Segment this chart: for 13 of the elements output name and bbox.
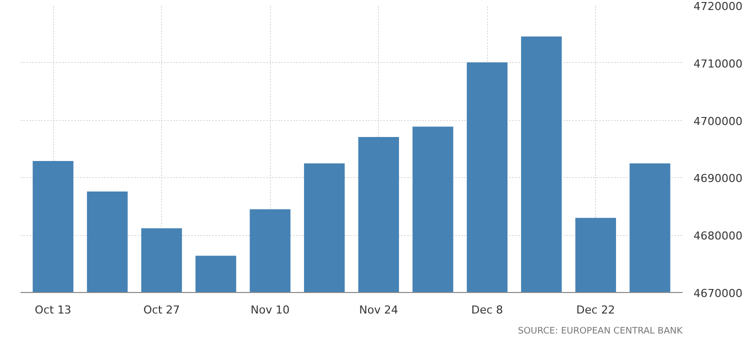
y-tick-label: 4680000 xyxy=(694,230,742,243)
y-tick-label: 4700000 xyxy=(694,114,742,128)
y-tick-label: 4690000 xyxy=(694,172,742,186)
x-tick-label: Dec 22 xyxy=(576,304,616,316)
x-tick-label: Nov 10 xyxy=(250,304,290,316)
x-tick-label: Oct 13 xyxy=(34,304,72,316)
x-tick-label: Dec 8 xyxy=(471,304,504,316)
source-note: SOURCE: EUROPEAN CENTRAL BANK xyxy=(518,326,684,336)
y-tick-label: 4670000 xyxy=(694,287,742,300)
x-tick-label: Oct 27 xyxy=(143,304,180,316)
y-tick-label: 4720000 xyxy=(694,0,742,13)
x-tick-label: Nov 24 xyxy=(359,304,398,316)
y-tick-label: 4710000 xyxy=(694,57,742,70)
